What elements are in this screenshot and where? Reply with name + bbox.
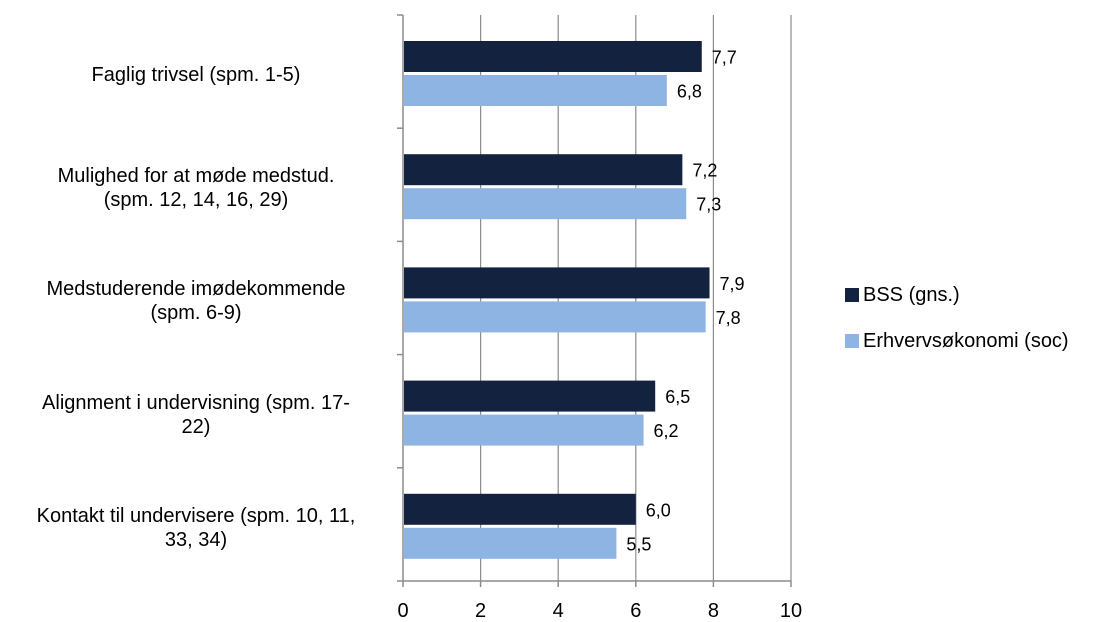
x-tick-label-8: 8	[708, 600, 719, 622]
category-label-line: (spm. 6-9)	[150, 302, 242, 325]
data-label-series0-cat0: 7,7	[712, 48, 737, 68]
x-tick-label-10: 10	[780, 600, 802, 622]
category-label-1: Mulighed for at møde medstud. (spm. 12, 1…	[0, 164, 392, 212]
legend: BSS (gns.) Erhvervsøkonomi (soc)	[845, 282, 1069, 374]
x-tick-label-0: 0	[397, 600, 408, 622]
legend-swatch-bss	[845, 288, 859, 302]
data-label-series1-cat1: 7,3	[696, 195, 721, 215]
data-label-series1-cat2: 7,8	[716, 308, 741, 328]
bar-series0-cat3	[404, 380, 656, 412]
legend-label-erhvervsokonomi: Erhvervsøkonomi (soc)	[863, 329, 1069, 352]
bar-series0-cat0	[404, 41, 702, 72]
category-label-2: Medstuderende imødekommende (spm. 6-9)	[0, 277, 392, 325]
data-label-series1-cat0: 6,8	[677, 82, 702, 102]
category-label-line: Mulighed for at møde medstud.	[57, 165, 335, 188]
bar-series1-cat0	[404, 75, 667, 106]
bar-series1-cat4	[404, 527, 617, 559]
bar-series1-cat1	[404, 188, 687, 220]
x-tick-label-4: 4	[553, 600, 564, 622]
x-tick-label-6: 6	[630, 600, 641, 622]
bar-series1-cat3	[404, 414, 644, 446]
category-label-4: Kontakt til undervisere (spm. 10, 11, 33,…	[0, 504, 392, 552]
data-label-series0-cat4: 6,0	[646, 500, 671, 520]
bar-series0-cat1	[404, 154, 683, 186]
data-label-series0-cat1: 7,2	[692, 161, 717, 181]
data-label-series1-cat4: 5,5	[626, 534, 651, 554]
legend-item-erhvervsokonomi: Erhvervsøkonomi (soc)	[845, 328, 1069, 354]
legend-label-bss: BSS (gns.)	[863, 283, 960, 306]
legend-item-bss: BSS (gns.)	[845, 282, 1069, 308]
category-label-line: Faglig trivsel (spm. 1-5)	[91, 64, 301, 86]
bar-series1-cat2	[404, 301, 706, 333]
category-label-line: Medstuderende imødekommende	[46, 278, 346, 301]
bar-series0-cat4	[404, 493, 636, 525]
category-label-line: 22)	[181, 415, 211, 438]
category-label-0: Faglig trivsel (spm. 1-5)	[0, 63, 392, 87]
legend-swatch-erhvervsokonomi	[845, 334, 859, 348]
category-label-line: Kontakt til undervisere (spm. 10, 11,	[36, 504, 356, 527]
category-label-line: Alignment i undervisning (spm. 17-	[42, 391, 350, 414]
category-label-3: Alignment i undervisning (spm. 17- 22)	[0, 391, 392, 439]
data-label-series0-cat3: 6,5	[665, 387, 690, 407]
data-label-series1-cat3: 6,2	[654, 421, 679, 441]
category-label-line: 33, 34)	[164, 528, 228, 551]
data-label-series0-cat2: 7,9	[720, 274, 745, 294]
category-label-line: (spm. 12, 14, 16, 29)	[103, 189, 289, 212]
x-tick-label-2: 2	[475, 600, 486, 622]
bar-series0-cat2	[404, 267, 710, 299]
